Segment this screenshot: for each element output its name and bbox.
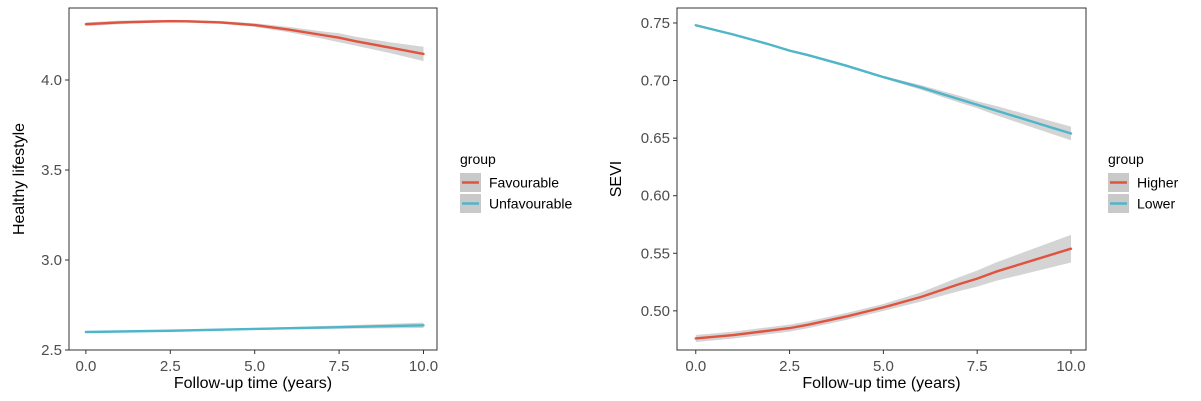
legend-title: group xyxy=(460,151,496,167)
plot-panel-border xyxy=(68,7,438,351)
ci-band-lower xyxy=(695,24,1071,141)
y-tick-label: 4.0 xyxy=(41,72,62,89)
y-tick-label: 3.5 xyxy=(41,162,62,179)
y-tick-label: 0.50 xyxy=(641,303,670,320)
y-tick-label: 3.0 xyxy=(41,252,62,269)
y-tick-label: 0.75 xyxy=(641,15,670,32)
y-tick-label: 0.70 xyxy=(641,73,670,90)
legend-label-lower: Lower xyxy=(1137,196,1175,212)
x-tick-label: 10.0 xyxy=(409,358,438,375)
y-tick-label: 2.5 xyxy=(41,342,62,359)
x-tick-label: 10.0 xyxy=(1056,358,1085,375)
chart-panel-2: 0.0 2.5 5.0 7.5 10.0 0.50 0.55 0.60 0.65 0.70 0.75… xyxy=(608,7,1179,392)
x-tick-label: 2.5 xyxy=(779,358,800,375)
x-tick-label: 0.0 xyxy=(685,358,706,375)
series-line-favourable xyxy=(84,19,425,56)
chart-panel-1: 0.0 2.5 5.0 7.5 10.0 2.5 3.0 3.5 4.0 Follow-up ti… xyxy=(11,7,572,392)
legend: group Higher Lower xyxy=(1108,151,1179,213)
series-line-lower xyxy=(694,24,1073,135)
legend-label-higher: Higher xyxy=(1137,175,1179,191)
x-axis-title: Follow-up time (years) xyxy=(174,375,332,392)
x-tick-label: 5.0 xyxy=(244,358,265,375)
legend: group Favourable Unfavourable xyxy=(460,151,572,213)
legend-label-favourable: Favourable xyxy=(489,175,559,191)
x-axis-title: Follow-up time (years) xyxy=(802,375,960,392)
series-line-higher xyxy=(694,247,1073,340)
x-tick-label: 7.5 xyxy=(329,358,350,375)
x-tick-label: 7.5 xyxy=(967,358,988,375)
ci-band-higher xyxy=(695,234,1071,342)
legend-label-unfavourable: Unfavourable xyxy=(489,196,572,212)
series-line-unfavourable xyxy=(84,324,425,334)
x-tick-label: 2.5 xyxy=(160,358,181,375)
y-axis-title: SEVI xyxy=(608,161,625,197)
legend-title: group xyxy=(1108,151,1144,167)
y-tick-label: 0.55 xyxy=(641,245,670,262)
x-tick-label: 5.0 xyxy=(873,358,894,375)
y-tick-label: 0.60 xyxy=(641,188,670,205)
y-axis-title: Healthy lifestyle xyxy=(11,123,28,235)
plot-panel-border xyxy=(676,7,1087,351)
y-tick-label: 0.65 xyxy=(641,130,670,147)
x-tick-label: 0.0 xyxy=(75,358,96,375)
